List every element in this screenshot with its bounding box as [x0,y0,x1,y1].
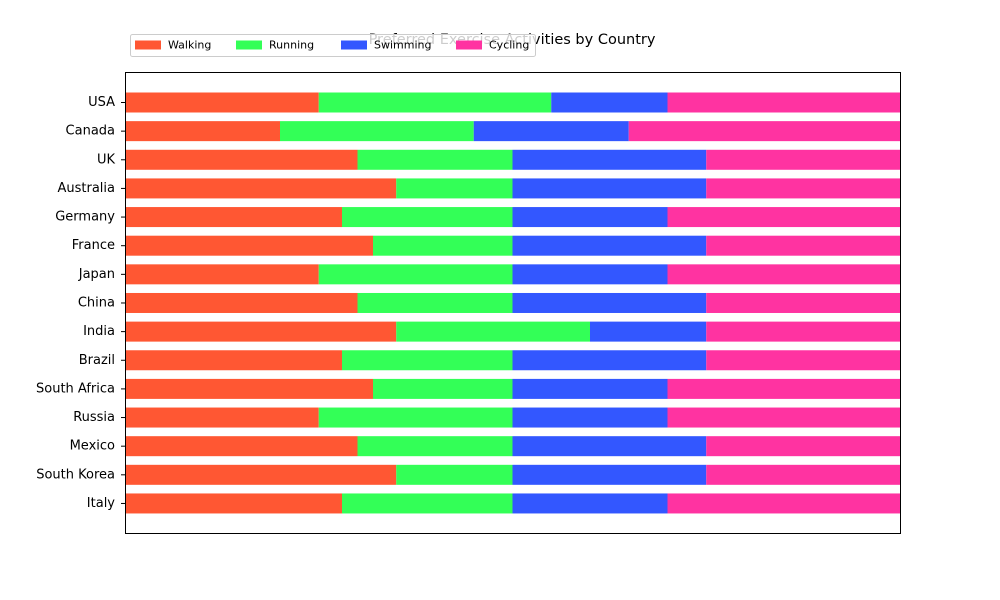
bar-swimming-japan [512,264,668,285]
bar-walking-south-korea [125,464,397,485]
y-tick-label: Australia [57,181,115,196]
bar-swimming-france [512,235,707,256]
bar-running-italy [342,493,513,514]
bar-running-usa [318,92,552,113]
legend-items: Walking Running Swimming Cycling [135,39,529,52]
bar-cycling-canada [628,121,900,142]
bar-walking-south-africa [125,378,373,399]
bar-running-mexico [357,436,513,457]
bar-running-japan [318,264,513,285]
bar-swimming-china [512,292,707,313]
legend-swatch-swimming [341,40,367,50]
bar-cycling-china [706,292,900,313]
bar-swimming-canada [473,121,629,142]
bar-walking-china [125,292,358,313]
bar-walking-germany [125,207,342,228]
bar-swimming-south-africa [512,378,668,399]
bars-layer [125,92,900,514]
bar-cycling-mexico [706,436,900,457]
y-tick-label: France [72,238,115,253]
bar-cycling-italy [667,493,900,514]
y-tick-label: South Africa [36,381,115,396]
bar-walking-russia [125,407,319,428]
bar-walking-australia [125,178,397,199]
bar-swimming-uk [512,149,707,170]
bar-walking-italy [125,493,342,514]
bar-walking-canada [125,121,280,142]
bar-running-germany [342,207,513,228]
y-tick-label: India [83,324,115,339]
bar-running-india [396,321,590,342]
legend-swatch-cycling [456,40,482,50]
legend-label-swimming: Swimming [374,39,431,52]
bar-swimming-south-korea [512,464,707,485]
legend-label-walking: Walking [168,39,211,52]
y-tick-label: Italy [87,496,116,511]
y-tick-label: Brazil [79,353,115,368]
bar-swimming-brazil [512,350,707,371]
y-axis: USA Canada UK Australia Germany France Japan Ch… [36,95,125,511]
bar-swimming-russia [512,407,668,428]
y-tick-label: Japan [78,267,115,282]
bar-cycling-france [706,235,900,256]
bar-swimming-australia [512,178,707,199]
legend-swatch-walking [135,40,161,50]
bar-cycling-japan [667,264,900,285]
bar-swimming-mexico [512,436,707,457]
y-tick-label: Germany [55,210,115,225]
bar-cycling-australia [706,178,900,199]
bar-swimming-germany [512,207,668,228]
bar-running-canada [280,121,474,142]
bar-cycling-usa [667,92,900,113]
bar-running-china [357,292,513,313]
bar-walking-india [125,321,397,342]
bar-running-australia [396,178,513,199]
bar-cycling-germany [667,207,900,228]
bar-walking-brazil [125,350,342,371]
legend-frame [130,34,536,57]
bar-running-south-africa [373,378,513,399]
y-tick-label: UK [97,152,116,167]
bar-running-uk [357,149,513,170]
bar-walking-france [125,235,373,256]
legend-swatch-running [236,40,262,50]
bar-swimming-italy [512,493,668,514]
legend: Walking Running Swimming Cycling [130,34,536,57]
bar-running-south-korea [396,464,513,485]
legend-label-running: Running [269,39,314,52]
bar-running-russia [318,407,513,428]
bar-swimming-usa [551,92,668,113]
bar-walking-usa [125,92,319,113]
y-tick-label: Canada [66,124,115,139]
bar-cycling-india [706,321,900,342]
bar-swimming-india [590,321,707,342]
bar-running-france [373,235,513,256]
y-tick-label: South Korea [36,467,115,482]
bar-walking-mexico [125,436,358,457]
bar-cycling-russia [667,407,900,428]
bar-walking-japan [125,264,319,285]
y-tick-label: China [78,295,115,310]
bar-cycling-south-africa [667,378,900,399]
legend-label-cycling: Cycling [489,39,529,52]
bar-cycling-brazil [706,350,900,371]
y-tick-label: Russia [73,410,115,425]
bar-cycling-uk [706,149,900,170]
bar-running-brazil [342,350,513,371]
y-tick-label: USA [88,95,115,110]
bar-cycling-south-korea [706,464,900,485]
bar-walking-uk [125,149,358,170]
y-tick-label: Mexico [70,439,115,454]
plot-frame [125,72,901,534]
